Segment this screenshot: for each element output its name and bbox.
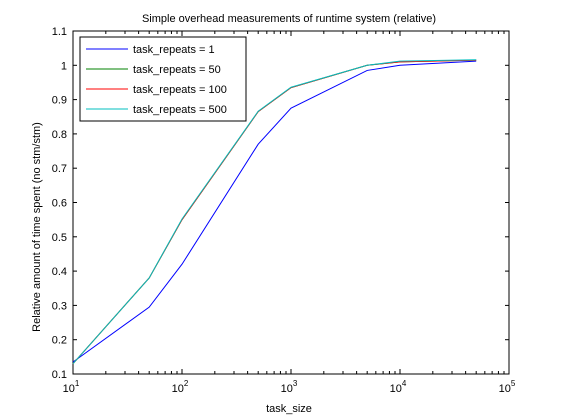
- legend: task_repeats = 1 task_repeats = 50 task_re…: [80, 37, 246, 121]
- x-tick-label: 101: [63, 379, 80, 395]
- y-tick-label: 0.1: [52, 369, 67, 381]
- x-tick-base: 10: [499, 383, 511, 395]
- x-tick-exponent: 2: [184, 379, 189, 388]
- y-tick-label: 1: [61, 60, 67, 72]
- y-tick-label: 1.1: [52, 26, 67, 38]
- y-tick-label: 0.4: [52, 266, 67, 278]
- x-tick-base: 10: [63, 383, 75, 395]
- y-axis-label: Relative amount of time spent (no stm/st…: [31, 122, 43, 332]
- legend-entry-4: task_repeats = 500: [133, 104, 227, 116]
- legend-entry-1: task_repeats = 1: [133, 44, 215, 56]
- y-tick-label: 0.5: [52, 232, 67, 244]
- chart-title: Simple overhead measurements of runtime …: [142, 13, 436, 25]
- y-tick-label: 0.3: [52, 300, 67, 312]
- x-tick-base: 10: [172, 383, 184, 395]
- y-tick-label: 0.9: [52, 95, 67, 107]
- y-tick-label: 0.7: [52, 163, 67, 175]
- y-tick-label: 0.2: [52, 335, 67, 347]
- legend-entry-2: task_repeats = 50: [133, 64, 221, 76]
- x-tick-label: 102: [172, 379, 189, 395]
- x-tick-exponent: 3: [293, 379, 298, 388]
- x-tick-label: 105: [499, 379, 516, 395]
- y-tick-label: 0.8: [52, 129, 67, 141]
- legend-entry-3: task_repeats = 100: [133, 84, 227, 96]
- x-tick-label: 104: [390, 379, 407, 395]
- x-tick-base: 10: [390, 383, 402, 395]
- x-tick-exponent: 4: [402, 379, 407, 388]
- y-tick-label: 0.6: [52, 198, 67, 210]
- x-tick-exponent: 5: [511, 379, 516, 388]
- x-axis-label: task_size: [266, 403, 312, 415]
- x-tick-exponent: 1: [75, 379, 80, 388]
- x-tick-label: 103: [281, 379, 298, 395]
- x-tick-base: 10: [281, 383, 293, 395]
